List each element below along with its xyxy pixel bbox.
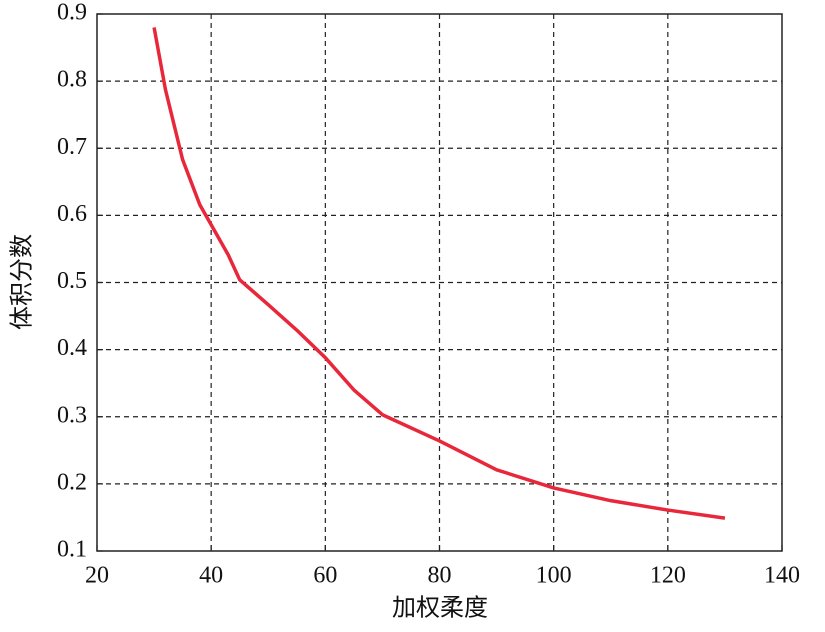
- data-line: [152, 27, 726, 520]
- x-tick-label: 20: [85, 563, 109, 589]
- y-tick-label: 0.5: [57, 268, 87, 294]
- x-tick-label: 80: [428, 563, 452, 589]
- y-tick-label: 0.9: [57, 0, 87, 26]
- x-tick-label: 120: [650, 563, 686, 589]
- y-tick-label: 0.6: [57, 201, 87, 227]
- x-axis-label: 加权柔度: [392, 595, 488, 622]
- y-tick-label: 0.7: [57, 134, 87, 160]
- x-tick-label: 40: [199, 563, 223, 589]
- y-tick-label: 0.4: [57, 335, 87, 361]
- x-tick-label: 60: [313, 563, 337, 589]
- x-tick-label: 140: [764, 563, 800, 589]
- y-tick-label: 0.3: [57, 402, 87, 428]
- x-tick-label: 100: [536, 563, 572, 589]
- y-axis-label: 体积分数: [9, 234, 36, 330]
- y-tick-label: 0.1: [57, 537, 87, 563]
- y-tick-label: 0.8: [57, 67, 87, 93]
- y-tick-label: 0.2: [57, 469, 87, 495]
